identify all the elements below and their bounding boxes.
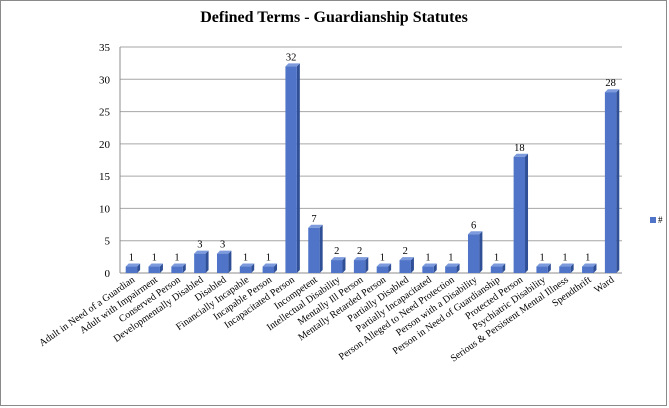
bar — [422, 263, 437, 273]
y-tick-label: 30 — [99, 74, 111, 86]
bar — [262, 263, 278, 273]
data-label: 28 — [605, 78, 616, 89]
legend: # — [650, 215, 663, 225]
bar — [604, 89, 620, 273]
data-label: 1 — [562, 253, 567, 264]
bar — [125, 263, 141, 273]
data-label: 2 — [357, 246, 362, 257]
data-label: 1 — [266, 253, 271, 264]
data-label: 3 — [220, 240, 225, 251]
bar — [559, 263, 574, 273]
y-tick-label: 10 — [99, 203, 111, 215]
legend-swatch — [650, 217, 656, 223]
data-label: 2 — [403, 246, 408, 257]
data-label: 18 — [514, 143, 525, 154]
bar — [148, 263, 163, 273]
y-tick-label: 0 — [105, 268, 111, 280]
chart-title: Defined Terms - Guardianship Statutes — [200, 9, 468, 26]
bar — [216, 250, 232, 273]
bar — [331, 257, 346, 273]
data-label: 1 — [585, 253, 590, 264]
bar — [490, 263, 506, 273]
y-tick-label: 35 — [99, 42, 111, 54]
data-label: 1 — [129, 253, 134, 264]
y-tick-label: 5 — [105, 236, 111, 248]
bar — [308, 224, 323, 273]
data-label: 1 — [152, 253, 157, 264]
bar — [239, 263, 255, 273]
bar — [353, 257, 369, 273]
data-label: 6 — [471, 220, 476, 231]
y-tick-label: 15 — [99, 171, 111, 183]
data-label: 1 — [380, 253, 385, 264]
data-label: 1 — [243, 253, 248, 264]
y-tick-label: 25 — [99, 107, 111, 119]
data-label: 7 — [311, 214, 316, 225]
bar — [171, 263, 186, 273]
bar — [582, 263, 597, 273]
data-label: 2 — [334, 246, 339, 257]
data-label: 1 — [448, 253, 453, 264]
legend-label: # — [658, 215, 663, 225]
bar — [285, 63, 300, 273]
data-label: 1 — [425, 253, 430, 264]
bar — [513, 153, 529, 273]
data-label: 32 — [286, 52, 297, 63]
data-label: 1 — [540, 253, 545, 264]
y-tick-label: 20 — [99, 139, 111, 151]
bar — [445, 263, 460, 273]
data-label: 1 — [494, 253, 499, 264]
data-label: 3 — [197, 240, 202, 251]
bar — [399, 257, 414, 273]
bar — [536, 263, 551, 273]
bar — [194, 250, 209, 273]
bar — [467, 231, 483, 273]
bar — [376, 263, 392, 273]
x-tick-label: Ward — [592, 274, 616, 295]
data-label: 1 — [174, 253, 179, 264]
